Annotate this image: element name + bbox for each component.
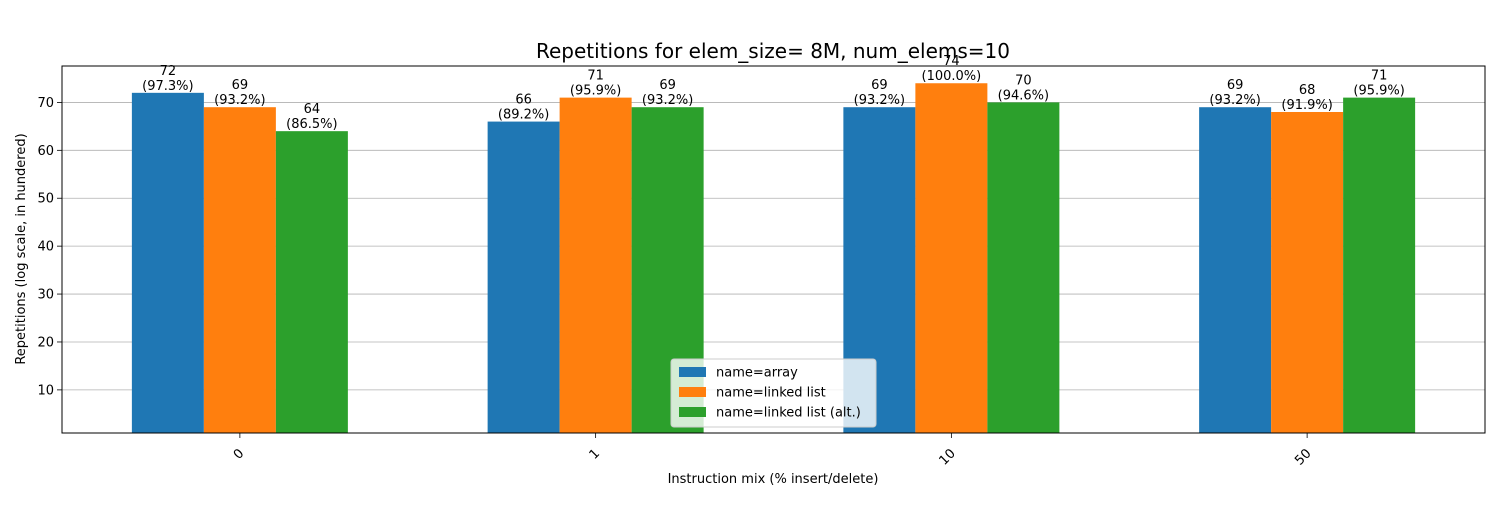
x-tick-label: 10 xyxy=(936,446,958,468)
bar-data-label: 70 (94.6%) xyxy=(998,73,1049,103)
x-axis-label: Instruction mix (% insert/delete) xyxy=(668,472,879,487)
bar-data-label: 69 (93.2%) xyxy=(1209,78,1260,108)
bar xyxy=(1199,107,1272,433)
legend-swatch xyxy=(679,367,706,377)
legend-swatch xyxy=(679,407,706,417)
bars xyxy=(131,83,1416,434)
chart-title: Repetitions for elem_size= 8M, num_elems… xyxy=(536,39,1010,63)
y-tick-label: 30 xyxy=(37,288,54,303)
y-tick-label: 40 xyxy=(37,240,54,255)
legend: name=array name=linked list name=linked li… xyxy=(670,358,877,428)
bar-data-label: 69 (93.2%) xyxy=(642,78,693,108)
bar xyxy=(915,83,988,433)
y-tick-label: 70 xyxy=(37,96,54,111)
bar xyxy=(1343,97,1416,434)
x-tick-label: 0 xyxy=(231,446,247,462)
bar-data-label: 72 (97.3%) xyxy=(142,64,193,94)
legend-label: name=linked list (alt.) xyxy=(716,406,861,421)
y-tick-label: 50 xyxy=(37,192,54,207)
bar-data-label: 66 (89.2%) xyxy=(498,93,549,123)
bar-data-label: 69 (93.2%) xyxy=(854,78,905,108)
legend-label: name=linked list xyxy=(716,386,826,401)
bar xyxy=(131,92,204,433)
y-tick-label: 20 xyxy=(37,335,54,350)
bar xyxy=(1271,111,1344,433)
y-tick-label: 60 xyxy=(37,144,54,159)
bar xyxy=(559,97,632,434)
legend-box xyxy=(670,358,877,428)
y-axis-label: Repetitions (log scale, in hundered) xyxy=(14,133,29,364)
legend-label: name=array xyxy=(716,366,798,381)
bar xyxy=(275,131,348,433)
bar-data-label: 74 (100.0%) xyxy=(922,54,982,84)
plot-frame xyxy=(61,65,1486,434)
bar xyxy=(203,107,276,433)
bar-data-label: 64 (86.5%) xyxy=(286,102,337,132)
x-tick-label: 50 xyxy=(1292,446,1314,468)
bar-data-label: 68 (91.9%) xyxy=(1281,83,1332,113)
x-tick-label: 1 xyxy=(587,446,603,462)
bar xyxy=(487,121,560,433)
legend-swatch xyxy=(679,387,706,397)
data-labels: 72 (97.3%) 69 (93.2%) 64 (86.5%) 66 (89.2%) 71 (9… xyxy=(142,54,1405,132)
bar-data-label: 69 (93.2%) xyxy=(214,78,265,108)
y-tick-label: 10 xyxy=(37,383,54,398)
bar-data-label: 71 (95.9%) xyxy=(570,69,621,99)
bar xyxy=(987,102,1060,433)
bar-data-label: 71 (95.9%) xyxy=(1353,69,1404,99)
